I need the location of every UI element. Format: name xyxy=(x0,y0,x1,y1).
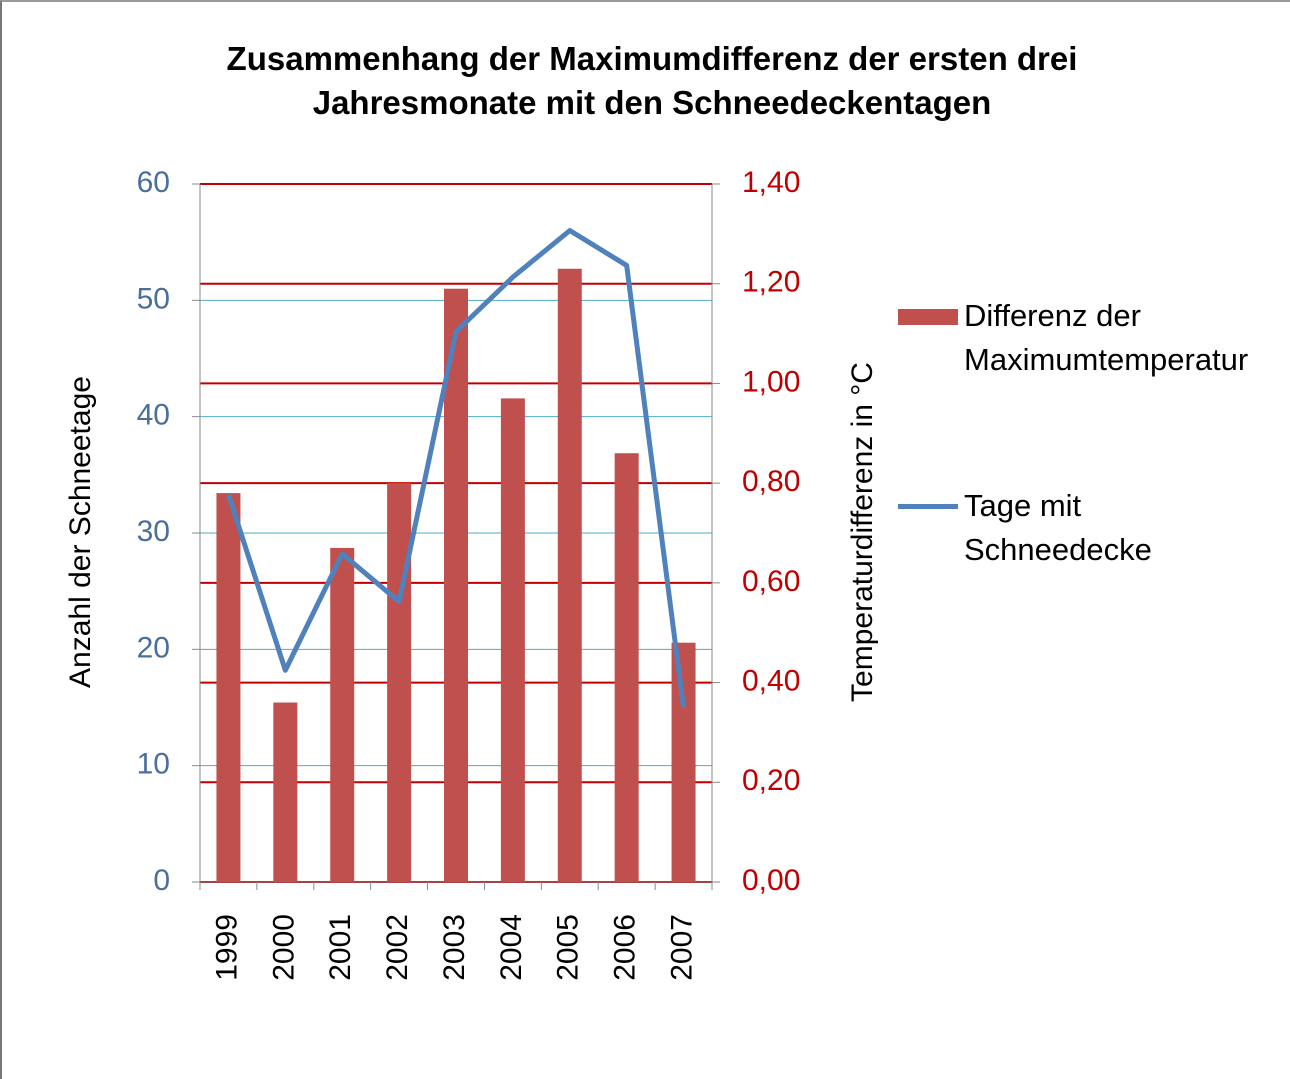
bar xyxy=(557,268,582,882)
bar xyxy=(671,642,696,882)
chart-title: Zusammenhang der Maximumdifferenz der er… xyxy=(226,40,1078,121)
x-tick-label: 2005 xyxy=(552,914,585,981)
x-tick-label: 1999 xyxy=(210,914,243,981)
line xyxy=(226,228,687,708)
y-tick-label: 60 xyxy=(137,166,170,199)
y-axis-title: Anzahl der Schneetage xyxy=(64,376,97,688)
legend-label: Tage mit Schneedecke xyxy=(964,488,1152,567)
legend-swatch xyxy=(898,504,958,509)
y2-tick-label: 0,00 xyxy=(742,864,800,897)
bar xyxy=(444,288,468,882)
bar xyxy=(387,483,412,882)
legend-label: Differenz der Maximumtemperatur xyxy=(964,298,1249,377)
y-tick-label: 20 xyxy=(137,631,170,664)
y2-tick-label: 0,20 xyxy=(742,764,800,797)
y2-tick-label: 1,00 xyxy=(742,365,800,398)
x-tick-label: 2007 xyxy=(665,914,698,981)
bar xyxy=(500,398,525,882)
x-tick-label: 2004 xyxy=(495,914,528,981)
y-tick-label: 40 xyxy=(137,399,170,432)
y2-tick-label: 0,40 xyxy=(742,664,800,697)
x-tick-label: 2000 xyxy=(267,914,300,981)
x-tick-label: 2002 xyxy=(381,914,414,981)
bar xyxy=(330,547,355,882)
y2-tick-label: 0,60 xyxy=(742,565,800,598)
legend-swatch xyxy=(898,309,958,325)
y-tick-label: 50 xyxy=(137,282,170,315)
y2-tick-label: 1,20 xyxy=(742,266,800,299)
y-tick-label: 30 xyxy=(137,515,170,548)
y2-tick-label: 0,80 xyxy=(742,465,800,498)
bar xyxy=(614,453,639,882)
x-tick-label: 2003 xyxy=(438,914,471,981)
y2-tick-label: 1,40 xyxy=(742,166,800,199)
bar xyxy=(273,702,298,882)
x-tick-label: 2001 xyxy=(324,914,357,981)
y-tick-label: 10 xyxy=(137,748,170,781)
x-tick-label: 2006 xyxy=(609,914,642,981)
y-tick-label: 0 xyxy=(153,864,170,897)
bar xyxy=(216,493,241,882)
y2-axis-title: Temperaturdifferenz in °C xyxy=(846,362,879,702)
